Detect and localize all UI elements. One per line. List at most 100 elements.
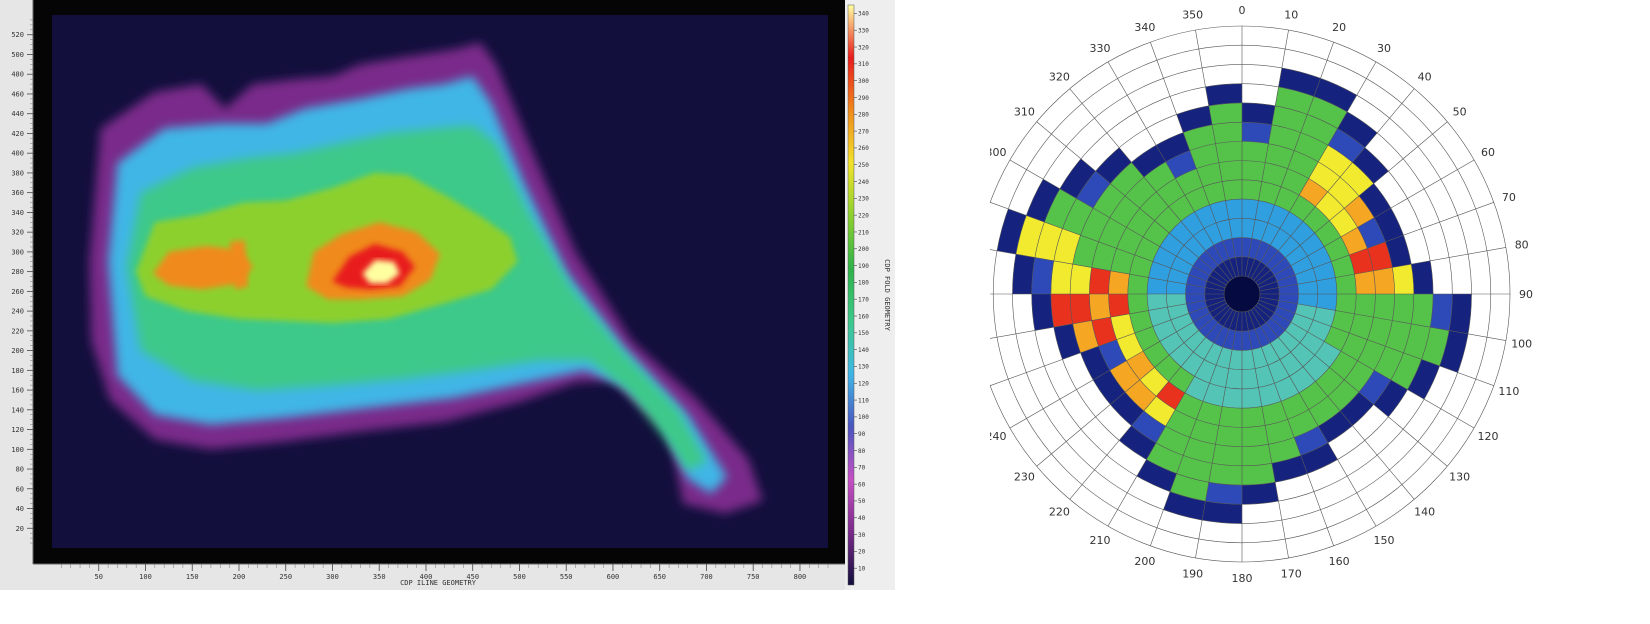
rose-cell xyxy=(1392,264,1414,294)
rose-cell xyxy=(1205,83,1242,106)
rose-cell xyxy=(1274,306,1296,323)
rose-cell xyxy=(1271,105,1308,133)
colorbar-tick-label: 110 xyxy=(858,397,869,404)
rose-cell xyxy=(1255,270,1275,285)
rose-cell xyxy=(1184,236,1206,258)
rose-cell xyxy=(1265,143,1295,169)
rose-cell xyxy=(1089,294,1111,321)
rose-cell xyxy=(1127,274,1149,294)
rose-cell xyxy=(1127,294,1149,314)
colorbar-gradient xyxy=(847,4,855,586)
colorbar-tick-label: 140 xyxy=(858,347,869,354)
rose-cell xyxy=(1251,347,1268,369)
rose-cell xyxy=(1300,233,1325,257)
x-tick-label: 300 xyxy=(326,573,339,581)
rose-cell xyxy=(1340,333,1368,361)
rose-cell xyxy=(1188,265,1210,282)
y-tick-label: 320 xyxy=(11,229,24,237)
rose-cell xyxy=(1213,305,1231,323)
rose-cell xyxy=(1050,294,1073,328)
y-tick-label: 480 xyxy=(11,71,24,79)
rose-cell xyxy=(1290,221,1315,246)
x-axis-title: CDP ILINE GEOMETRY xyxy=(400,579,477,587)
rose-cell xyxy=(1265,419,1295,445)
rose-angle-label: 240 xyxy=(990,430,1007,443)
rose-cell xyxy=(1242,425,1269,447)
rose-cell xyxy=(1245,310,1255,331)
rose-cell xyxy=(1198,250,1219,271)
colorbar-tick-label: 60 xyxy=(858,481,866,488)
colorbar-tick-label: 320 xyxy=(858,44,869,51)
colorbar-tick-label: 160 xyxy=(858,313,869,320)
rose-spoke xyxy=(1036,305,1229,467)
rose-cell xyxy=(1116,227,1144,255)
y-axis-strip xyxy=(0,0,33,590)
colorbar-tick-label: 280 xyxy=(858,112,869,119)
rose-cell xyxy=(1253,265,1271,283)
rose-cell xyxy=(1159,331,1184,355)
rose-cell xyxy=(1176,322,1199,343)
rose-cell xyxy=(1267,204,1290,229)
rose-cell xyxy=(1261,162,1288,187)
rose-cell xyxy=(1307,96,1348,129)
rose-cell xyxy=(1281,168,1309,196)
rose-spoke xyxy=(1257,302,1475,429)
colorbar-tick-label: 90 xyxy=(858,431,866,438)
rose-cell xyxy=(1196,401,1223,426)
x-tick-label: 800 xyxy=(794,573,807,581)
rose-cell xyxy=(1258,181,1281,205)
rose-cell xyxy=(1031,294,1054,331)
rose-cell xyxy=(1176,105,1213,133)
rose-cell xyxy=(1278,236,1300,258)
rose-cell xyxy=(1166,280,1187,294)
rose-cell xyxy=(1228,218,1242,239)
rose-cell xyxy=(1358,183,1391,218)
rose-cell xyxy=(1194,359,1217,384)
rose-angle-label: 40 xyxy=(1418,70,1432,83)
rose-cell xyxy=(1216,219,1233,241)
rose-spoke xyxy=(1150,310,1237,546)
rose-cell xyxy=(1331,310,1355,333)
rose-cell xyxy=(1349,313,1374,340)
rose-cell xyxy=(1186,274,1207,288)
rose-spoke xyxy=(1195,311,1240,558)
rose-cell xyxy=(1274,265,1296,282)
rose-angle-label: 330 xyxy=(1090,42,1111,55)
y-tick-label: 40 xyxy=(16,505,24,513)
y-tick-label: 120 xyxy=(11,426,24,434)
rose-cell xyxy=(1222,387,1242,409)
rose-spoke xyxy=(978,296,1225,341)
rose-spoke xyxy=(1036,121,1229,283)
rose-cell xyxy=(1260,322,1279,343)
rose-cell xyxy=(1095,147,1132,184)
rose-cell xyxy=(1407,359,1440,400)
rose-cell xyxy=(1340,392,1374,426)
rose-cell xyxy=(1131,410,1166,443)
rose-cell xyxy=(1215,425,1242,447)
rose-cell xyxy=(1167,303,1189,320)
rose-cell xyxy=(1175,392,1203,420)
colorbar-tick-label: 200 xyxy=(858,246,869,253)
colorbar-title: CDP FOLD GEOMETRY xyxy=(883,259,891,331)
rose-cell xyxy=(1327,177,1359,209)
rose-cell xyxy=(1198,317,1219,338)
rose-cell xyxy=(1340,227,1368,255)
rose-angle-label: 190 xyxy=(1182,568,1203,581)
rose-cell xyxy=(1076,171,1111,209)
rose-cell xyxy=(1255,303,1275,318)
rose-spoke xyxy=(1250,61,1377,279)
rose-cell xyxy=(1242,349,1256,370)
rose-cell xyxy=(1268,124,1301,151)
rose-cell xyxy=(1242,256,1249,277)
colorbar-tick-label: 40 xyxy=(858,515,866,522)
rose-cell xyxy=(1216,347,1233,369)
rose-cell xyxy=(1026,179,1060,223)
rose-cell xyxy=(1129,310,1153,333)
rose-cell xyxy=(1218,406,1242,428)
rose-angle-label: 30 xyxy=(1377,42,1391,55)
rose-cells xyxy=(997,67,1472,524)
rose-cell xyxy=(1139,367,1169,397)
rose-cell xyxy=(1136,459,1177,492)
rose-cell xyxy=(1169,221,1194,246)
y-tick-label: 160 xyxy=(11,387,24,395)
